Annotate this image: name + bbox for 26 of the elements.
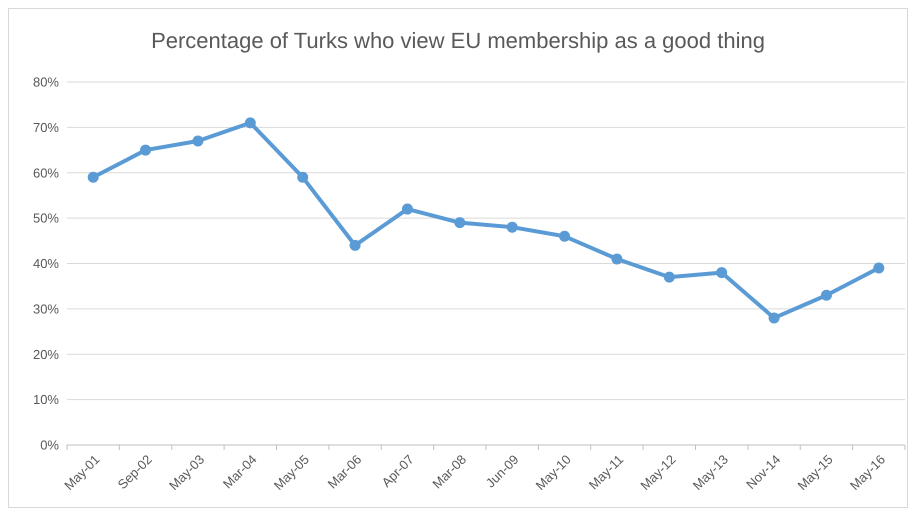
point <box>140 144 152 156</box>
y-tick-label: 70% <box>32 120 60 135</box>
point <box>506 222 518 233</box>
point <box>350 240 361 251</box>
y-tick-label: 40% <box>32 256 60 272</box>
point <box>402 204 413 215</box>
point <box>88 172 99 183</box>
point <box>297 172 308 183</box>
point <box>192 135 204 146</box>
point <box>873 262 884 274</box>
y-tick-label: 60% <box>32 165 60 180</box>
y-tick-label: 30% <box>32 301 60 316</box>
point <box>768 312 780 324</box>
point <box>559 230 570 242</box>
point <box>716 267 728 278</box>
point <box>611 253 622 264</box>
y-tick-label: 80% <box>32 74 60 90</box>
point <box>244 117 256 128</box>
point <box>820 290 832 301</box>
point <box>664 272 675 283</box>
point <box>454 217 466 228</box>
y-tick-label: 50% <box>32 210 60 226</box>
y-tick-label: 10% <box>32 392 60 408</box>
y-tick-label: 20% <box>32 346 60 362</box>
chart-title: Percentage of Turks who view EU membership as a good thing <box>151 28 765 53</box>
y-tick-label: 0% <box>40 438 60 453</box>
